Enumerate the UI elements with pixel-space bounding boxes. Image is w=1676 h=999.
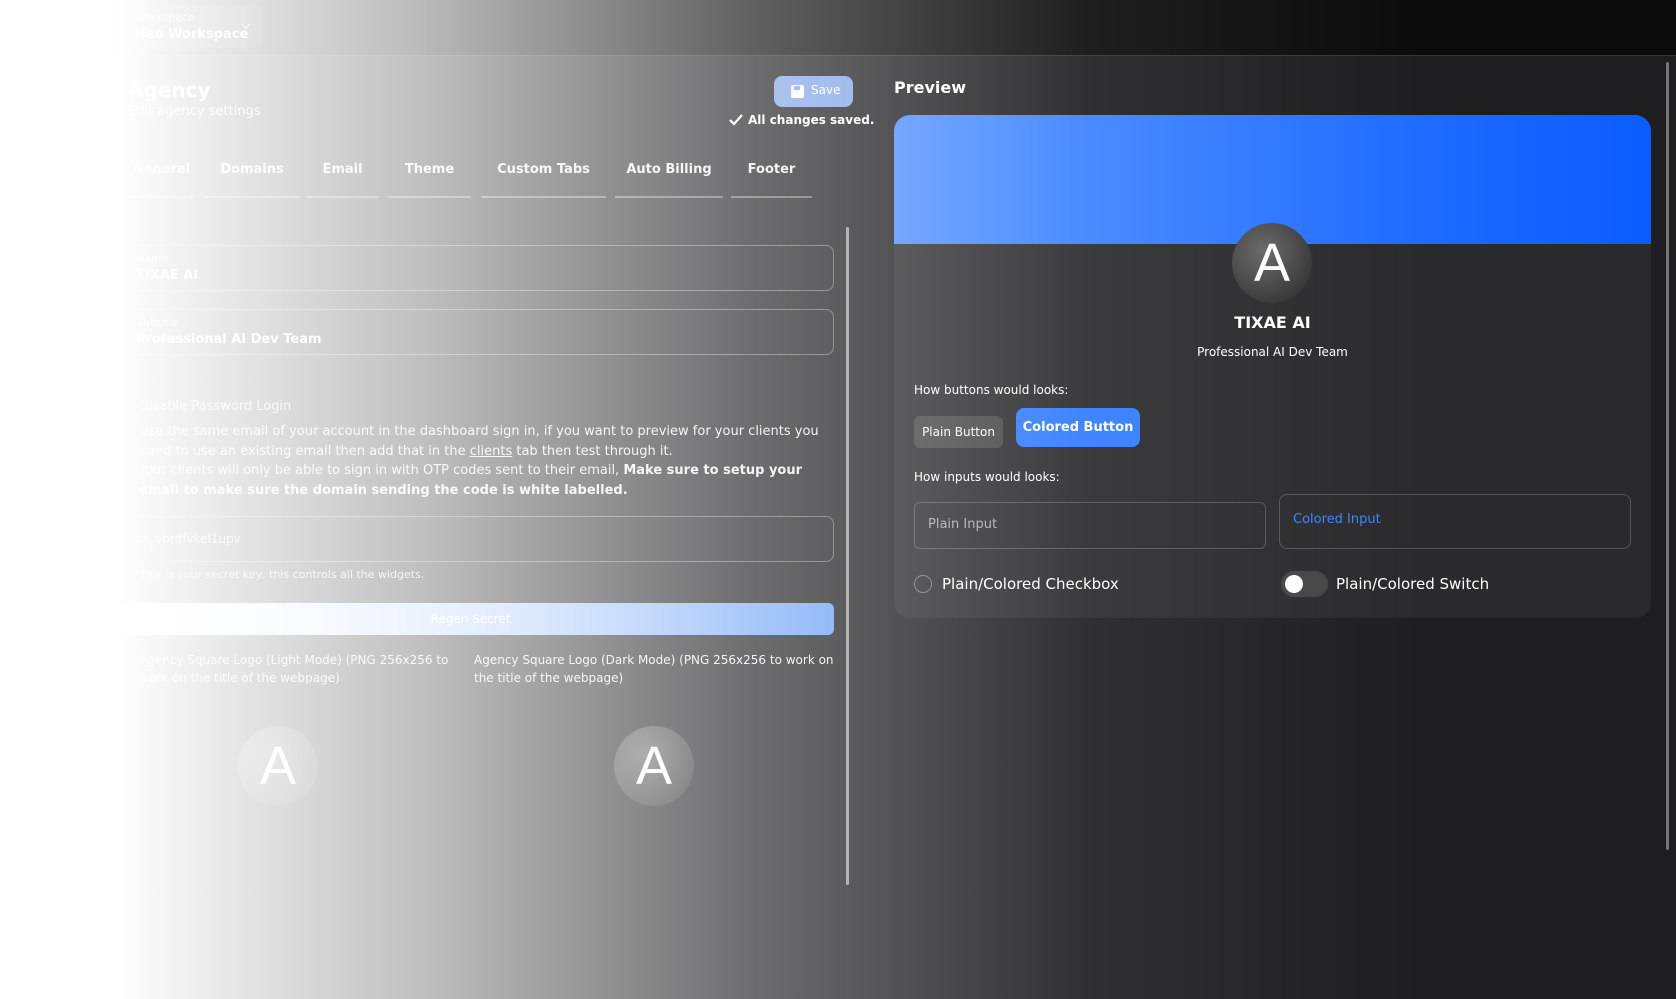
save-button[interactable]: Save [774, 76, 853, 107]
save-icon [791, 85, 804, 98]
field-value: Professional AI Dev Team [136, 332, 322, 347]
scrollbar [846, 227, 849, 885]
regen-label: Regen Secret [430, 612, 511, 626]
preview-subtitle: Professional AI Dev Team [1197, 345, 1348, 359]
preview-title: Preview [894, 78, 967, 97]
label: Plain Button [922, 425, 995, 439]
check-icon [729, 114, 743, 126]
tab[interactable]: Custom Tabs [481, 160, 606, 198]
workspace-selector[interactable]: Workspace Neo Workspace [120, 5, 262, 48]
regen-button[interactable]: Regen Secret [107, 603, 834, 635]
placeholder: Colored Input [1293, 512, 1381, 527]
name-field[interactable]: Name TIXAE AI [107, 245, 834, 291]
password-login-text: Use the same email of your account in th… [139, 422, 839, 500]
buttons-label: How buttons would looks: [914, 383, 1069, 397]
plain-input[interactable]: Plain Input [914, 502, 1266, 549]
tab[interactable]: Email [306, 160, 379, 198]
page-subtitle: Edit agency settings [128, 104, 261, 119]
preview-logo: A [1232, 223, 1312, 303]
plain-button[interactable]: Plain Button [914, 416, 1003, 448]
logo-dark[interactable]: A [614, 726, 694, 806]
switch-knob [1285, 575, 1303, 593]
tab[interactable]: Domains [204, 160, 300, 198]
field-label: Name [136, 252, 169, 265]
checkbox[interactable] [914, 575, 932, 593]
secret-value: sk_vbrdfvkel1upv [136, 532, 241, 546]
checkbox-label: Plain/Colored Checkbox [942, 575, 1119, 593]
save-status: All changes saved. [748, 113, 875, 127]
clients-link[interactable]: clients [469, 443, 513, 459]
field-value: TIXAE AI [136, 268, 199, 283]
tab[interactable]: Auto Billing [615, 160, 723, 198]
workspace-label: Workspace [135, 11, 196, 24]
preview-card: A TIXAE AI Professional AI Dev Team How … [894, 115, 1651, 618]
tab[interactable]: General [128, 160, 195, 198]
secret-field[interactable]: sk_vbrdfvkel1upv [107, 516, 834, 562]
tab[interactable]: Footer [731, 160, 812, 198]
chevron [241, 23, 251, 30]
placeholder: Plain Input [928, 517, 998, 532]
logo-label: Agency Square Logo (Dark Mode) (PNG 256x… [474, 653, 834, 685]
save-label: Save [811, 83, 841, 97]
subtitle-field[interactable]: Subtitle Professional AI Dev Team [107, 309, 834, 355]
preview-name: TIXAE AI [1234, 313, 1311, 332]
workspace-name: Neo Workspace [135, 27, 249, 42]
switch-label: Plain/Colored Switch [1336, 575, 1490, 593]
colored-input[interactable]: Colored Input [1279, 494, 1631, 549]
label: Colored Button [1022, 420, 1134, 435]
inputs-label: How inputs would looks: [914, 470, 1060, 484]
text: Your clients will only be able to sign i… [139, 463, 624, 478]
page-title: Agency [128, 78, 211, 102]
text: tab then test through it. [512, 443, 673, 459]
tab[interactable]: Theme [388, 160, 471, 198]
switch[interactable] [1281, 571, 1328, 597]
secret-hint: This is your secret key, this controls a… [139, 568, 425, 581]
page-scrollbar [1666, 62, 1669, 850]
colored-button[interactable]: Colored Button [1016, 408, 1140, 447]
section-title: Disable Password Login [139, 399, 292, 414]
logo-light[interactable]: A [238, 726, 318, 806]
field-label: Subtitle [136, 316, 179, 329]
logo-label: Agency Square Logo (Light Mode) (PNG 256… [139, 653, 449, 685]
